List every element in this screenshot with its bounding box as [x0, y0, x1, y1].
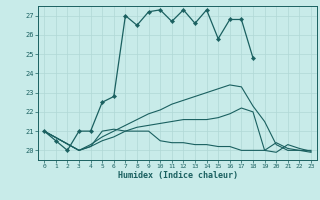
X-axis label: Humidex (Indice chaleur): Humidex (Indice chaleur) — [118, 171, 238, 180]
